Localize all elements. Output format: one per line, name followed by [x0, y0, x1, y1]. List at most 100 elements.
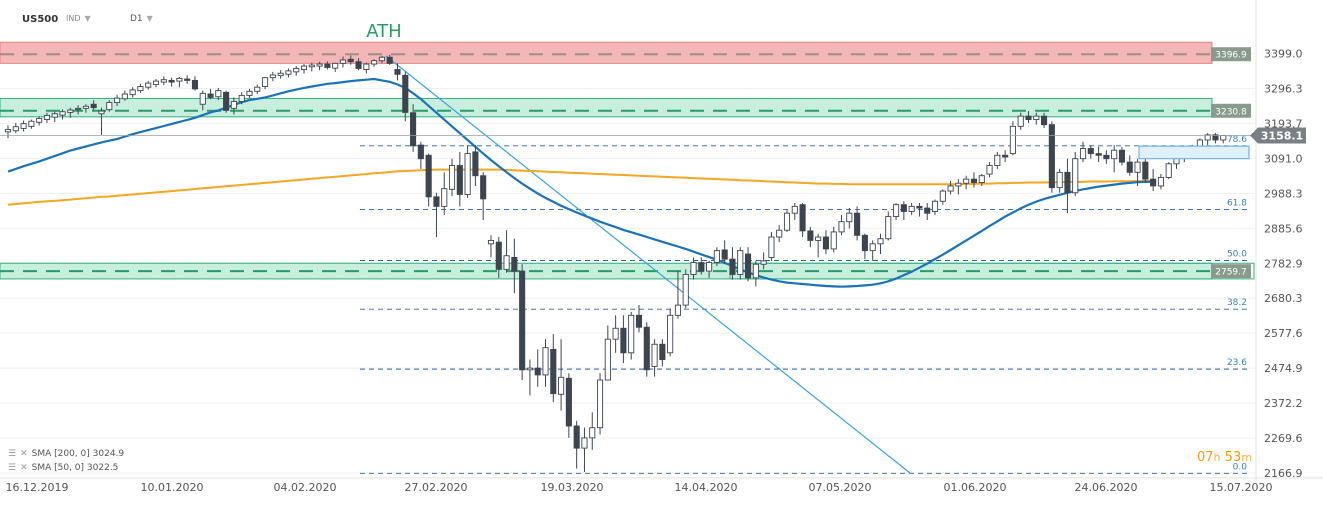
candle-body — [285, 70, 292, 75]
candle-body — [487, 239, 495, 245]
close-icon[interactable]: ✕ — [20, 449, 28, 459]
candle-body — [1212, 134, 1219, 141]
candle-body — [955, 182, 962, 187]
candle-body — [760, 260, 767, 265]
settings-icon[interactable]: ☰ — [8, 463, 17, 473]
candle-body — [791, 205, 798, 214]
candle-body — [877, 238, 884, 245]
candle-body — [526, 367, 533, 371]
candle-body — [269, 74, 276, 79]
candle-body — [916, 205, 923, 209]
candle-body — [604, 338, 611, 381]
zone-price-tag — [1211, 47, 1251, 62]
instrument-type-label: IND — [66, 14, 81, 23]
candle-body — [28, 120, 35, 127]
close-icon[interactable]: ✕ — [20, 463, 28, 473]
candle-body — [480, 175, 487, 200]
candle-body — [939, 190, 946, 202]
y-tick-label: 2474.9 — [1264, 362, 1303, 375]
chevron-down-icon: ▼ — [84, 14, 91, 23]
zone-price-label: 2759.7 — [1215, 268, 1247, 278]
candle-body — [1033, 115, 1040, 121]
settings-icon[interactable]: ☰ — [8, 449, 17, 459]
candle-body — [59, 111, 66, 116]
legend-label: SMA [200, 0] — [31, 449, 90, 459]
symbol-label[interactable]: US500 — [22, 14, 59, 25]
y-tick-label: 2988.3 — [1264, 187, 1303, 200]
timeframe-dropdown[interactable]: D1 ▼ — [130, 14, 153, 24]
candle-body — [1087, 148, 1094, 155]
candle-body — [43, 115, 50, 121]
candle-body — [807, 230, 814, 241]
candle-body — [98, 110, 105, 115]
candle-body — [542, 347, 549, 376]
candle-body — [643, 326, 650, 371]
y-tick-label: 3296.3 — [1264, 82, 1303, 95]
candle-body — [550, 348, 557, 395]
candle-body — [215, 90, 222, 98]
candle-body — [1150, 178, 1157, 187]
timer-hours: 07 — [1197, 450, 1214, 465]
candle-body — [519, 270, 526, 371]
candle-body — [1095, 153, 1102, 156]
x-tick-label: 07.05.2020 — [809, 481, 872, 494]
y-tick-label: 3091.0 — [1264, 152, 1303, 165]
candle-body — [300, 65, 308, 70]
candle-body — [1079, 148, 1087, 160]
candle-body — [75, 107, 82, 110]
candle-body — [635, 314, 643, 328]
candle-body — [472, 151, 479, 177]
candle-body — [199, 92, 206, 105]
candle-body — [1142, 161, 1149, 180]
candle-body — [223, 91, 230, 111]
candle-body — [184, 78, 191, 81]
x-tick-label: 16.12.2019 — [6, 481, 69, 494]
x-tick-label: 14.04.2020 — [675, 481, 738, 494]
candle-body — [1220, 135, 1227, 141]
candle-body — [1134, 161, 1141, 173]
candle-body — [371, 60, 378, 65]
legend-sma200[interactable]: ☰ ✕ SMA [200, 0] 3024.9 — [8, 449, 124, 459]
candle-body — [822, 236, 829, 250]
candle-body — [745, 253, 752, 279]
trend-line — [385, 55, 911, 474]
candle-body — [620, 327, 627, 354]
y-tick-label: 2166.9 — [1264, 467, 1303, 480]
candle-body — [1064, 171, 1071, 194]
candles-group — [4, 54, 1227, 472]
candle-body — [207, 93, 214, 98]
y-tick-label: 3399.0 — [1264, 48, 1303, 61]
fib-level-label: 50.0 — [1227, 250, 1247, 260]
candle-body — [667, 314, 674, 354]
candle-body — [36, 118, 43, 123]
candle-body — [176, 77, 183, 82]
candle-body — [1103, 154, 1110, 160]
candle-body — [596, 379, 604, 429]
candle-body — [986, 165, 993, 175]
legend-sma50[interactable]: ☰ ✕ SMA [50, 0] 3022.5 — [8, 463, 118, 473]
candle-body — [838, 221, 845, 233]
fib-level-label: 38.2 — [1227, 298, 1247, 308]
candle-body — [448, 165, 456, 190]
sma50-line — [7, 77, 1154, 288]
candle-body — [869, 243, 876, 252]
candle-body — [628, 314, 635, 354]
y-tick-label: 2269.6 — [1264, 432, 1303, 445]
candle-body — [963, 178, 970, 184]
candle-body — [690, 262, 697, 275]
candle-body — [815, 236, 822, 241]
candle-body — [830, 231, 837, 250]
candle-body — [1111, 149, 1118, 160]
candle-body — [893, 204, 900, 218]
candle-body — [970, 178, 978, 183]
candle-body — [4, 128, 12, 133]
candle-body — [129, 89, 136, 96]
candle-body — [394, 69, 401, 75]
candle-body — [783, 212, 791, 231]
instrument-type-dropdown[interactable]: IND ▼ — [66, 14, 91, 23]
y-tick-label: 3193.7 — [1264, 117, 1303, 130]
candle-body — [994, 154, 1001, 166]
